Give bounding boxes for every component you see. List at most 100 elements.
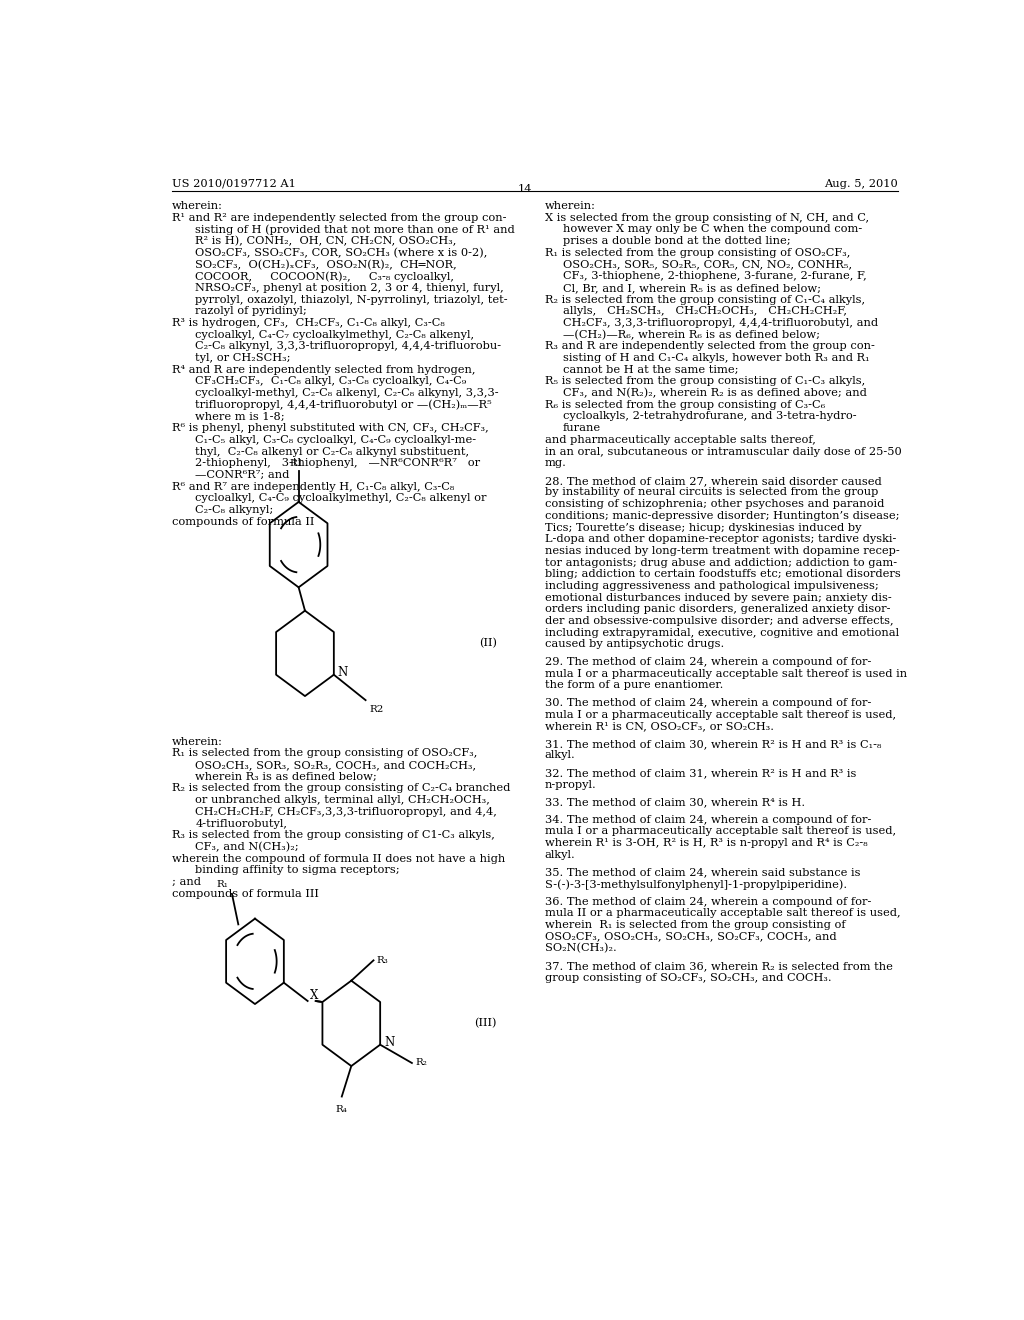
Text: R² is H), CONH₂,  OH, CN, CH₂CN, OSO₂CH₃,: R² is H), CONH₂, OH, CN, CH₂CN, OSO₂CH₃,	[196, 236, 457, 247]
Text: R₃ is selected from the group consisting of C1-C₃ alkyls,: R₃ is selected from the group consisting…	[172, 830, 495, 841]
Text: 28. The method of claim 27, wherein said disorder caused: 28. The method of claim 27, wherein said…	[545, 475, 882, 486]
Text: cannot be H at the same time;: cannot be H at the same time;	[563, 364, 738, 375]
Text: 35. The method of claim 24, wherein said substance is: 35. The method of claim 24, wherein said…	[545, 867, 860, 878]
Text: R₂: R₂	[415, 1059, 427, 1068]
Text: R₅ is selected from the group consisting of C₁-C₃ alkyls,: R₅ is selected from the group consisting…	[545, 376, 865, 387]
Text: X: X	[310, 990, 318, 1002]
Text: wherein:: wherein:	[172, 201, 222, 211]
Text: —(CH₂)—R₆, wherein R₆ is as defined below;: —(CH₂)—R₆, wherein R₆ is as defined belo…	[563, 330, 820, 341]
Text: tor antagonists; drug abuse and addiction; addiction to gam-: tor antagonists; drug abuse and addictio…	[545, 557, 897, 568]
Text: N: N	[384, 1036, 394, 1049]
Text: R³ is hydrogen, CF₃,  CH₂CF₃, C₁-C₈ alkyl, C₃-C₈: R³ is hydrogen, CF₃, CH₂CF₃, C₁-C₈ alkyl…	[172, 318, 444, 327]
Text: CF₃, and N(CH₃)₂;: CF₃, and N(CH₃)₂;	[196, 842, 299, 853]
Text: CF₃CH₂CF₃,  C₁-C₈ alkyl, C₃-C₈ cycloalkyl, C₄-C₉: CF₃CH₂CF₃, C₁-C₈ alkyl, C₃-C₈ cycloalkyl…	[196, 376, 467, 387]
Text: OSO₂CH₃, SOR₃, SO₂R₃, COCH₃, and COCH₂CH₃,: OSO₂CH₃, SOR₃, SO₂R₃, COCH₃, and COCH₂CH…	[196, 760, 476, 770]
Text: OSO₂CF₃, SSO₂CF₃, COR, SO₂CH₃ (where x is 0-2),: OSO₂CF₃, SSO₂CF₃, COR, SO₂CH₃ (where x i…	[196, 248, 487, 259]
Text: razolyl of pyridinyl;: razolyl of pyridinyl;	[196, 306, 307, 317]
Text: R₁ is selected from the group consisting of OSO₂CF₃,: R₁ is selected from the group consisting…	[172, 748, 477, 759]
Text: wherein  R₁ is selected from the group consisting of: wherein R₁ is selected from the group co…	[545, 920, 845, 929]
Text: R₃: R₃	[377, 956, 388, 965]
Text: COCOOR,     COCOON(R)₂,     C₃-₈ cycloalkyl,: COCOOR, COCOON(R)₂, C₃-₈ cycloalkyl,	[196, 271, 455, 281]
Text: furane: furane	[563, 424, 601, 433]
Text: however X may only be C when the compound com-: however X may only be C when the compoun…	[563, 224, 862, 235]
Text: R⁶ is phenyl, phenyl substituted with CN, CF₃, CH₂CF₃,: R⁶ is phenyl, phenyl substituted with CN…	[172, 424, 488, 433]
Text: ; and: ; and	[172, 876, 201, 887]
Text: S-(-)-3-[3-methylsulfonylphenyl]-1-propylpiperidine).: S-(-)-3-[3-methylsulfonylphenyl]-1-propy…	[545, 879, 847, 890]
Text: where m is 1-8;: where m is 1-8;	[196, 412, 285, 421]
Text: wherein the compound of formula II does not have a high: wherein the compound of formula II does …	[172, 854, 505, 863]
Text: R¹ and R² are independently selected from the group con-: R¹ and R² are independently selected fro…	[172, 213, 506, 223]
Text: R2: R2	[370, 705, 384, 714]
Text: 14: 14	[517, 183, 532, 194]
Text: wherein R¹ is CN, OSO₂CF₃, or SO₂CH₃.: wherein R¹ is CN, OSO₂CF₃, or SO₂CH₃.	[545, 721, 774, 731]
Text: mula II or a pharmaceutically acceptable salt thereof is used,: mula II or a pharmaceutically acceptable…	[545, 908, 900, 919]
Text: alkyl.: alkyl.	[545, 850, 575, 859]
Text: including aggressiveness and pathological impulsiveness;: including aggressiveness and pathologica…	[545, 581, 879, 591]
Text: cycloalkyl-methyl, C₂-C₈ alkenyl, C₂-C₈ alkynyl, 3,3,3-: cycloalkyl-methyl, C₂-C₈ alkenyl, C₂-C₈ …	[196, 388, 499, 399]
Text: the form of a pure enantiomer.: the form of a pure enantiomer.	[545, 680, 723, 690]
Text: SO₂N(CH₃)₂.: SO₂N(CH₃)₂.	[545, 944, 616, 953]
Text: sisting of H (provided that not more than one of R¹ and: sisting of H (provided that not more tha…	[196, 224, 515, 235]
Text: bling; addiction to certain foodstuffs etc; emotional disorders: bling; addiction to certain foodstuffs e…	[545, 569, 900, 579]
Text: consisting of schizophrenia; other psychoses and paranoid: consisting of schizophrenia; other psych…	[545, 499, 884, 510]
Text: CF₃, and N(R₂)₂, wherein R₂ is as defined above; and: CF₃, and N(R₂)₂, wherein R₂ is as define…	[563, 388, 866, 399]
Text: n-propyl.: n-propyl.	[545, 780, 596, 789]
Text: —CONR⁶R⁷; and: —CONR⁶R⁷; and	[196, 470, 290, 480]
Text: Aug. 5, 2010: Aug. 5, 2010	[824, 178, 898, 189]
Text: OSO₂CH₃, SOR₅, SO₂R₅, COR₅, CN, NO₂, CONHR₅,: OSO₂CH₃, SOR₅, SO₂R₅, COR₅, CN, NO₂, CON…	[563, 260, 852, 269]
Text: nesias induced by long-term treatment with dopamine recep-: nesias induced by long-term treatment wi…	[545, 546, 899, 556]
Text: C₂-C₈ alkynyl, 3,3,3-trifluoropropyl, 4,4,4-trifluorobu-: C₂-C₈ alkynyl, 3,3,3-trifluoropropyl, 4,…	[196, 342, 502, 351]
Text: X is selected from the group consisting of N, CH, and C,: X is selected from the group consisting …	[545, 213, 868, 223]
Text: allyls,   CH₂SCH₃,   CH₂CH₂OCH₃,   CH₂CH₂CH₂F,: allyls, CH₂SCH₃, CH₂CH₂OCH₃, CH₂CH₂CH₂F,	[563, 306, 847, 317]
Text: tyl, or CH₂SCH₃;: tyl, or CH₂SCH₃;	[196, 352, 291, 363]
Text: wherein:: wherein:	[545, 201, 596, 211]
Text: mg.: mg.	[545, 458, 566, 469]
Text: compounds of formula II: compounds of formula II	[172, 516, 314, 527]
Text: US 2010/0197712 A1: US 2010/0197712 A1	[172, 178, 296, 189]
Text: orders including panic disorders, generalized anxiety disor-: orders including panic disorders, genera…	[545, 605, 890, 614]
Text: SO₂CF₃,  O(CH₂)ₓCF₃,  OSO₂N(R)₂,  CH═NOR,: SO₂CF₃, O(CH₂)ₓCF₃, OSO₂N(R)₂, CH═NOR,	[196, 260, 457, 269]
Text: 2-thiophenyl,   3-thiophenyl,   —NR⁶CONR⁶R⁷   or: 2-thiophenyl, 3-thiophenyl, —NR⁶CONR⁶R⁷ …	[196, 458, 480, 469]
Text: thyl,  C₂-C₈ alkenyl or C₂-C₈ alkynyl substituent,: thyl, C₂-C₈ alkenyl or C₂-C₈ alkynyl sub…	[196, 446, 470, 457]
Text: 29. The method of claim 24, wherein a compound of for-: 29. The method of claim 24, wherein a co…	[545, 657, 871, 667]
Text: R₂ is selected from the group consisting of C₁-C₄ alkyls,: R₂ is selected from the group consisting…	[545, 294, 864, 305]
Text: R₄: R₄	[336, 1105, 348, 1114]
Text: Cl, Br, and I, wherein R₅ is as defined below;: Cl, Br, and I, wherein R₅ is as defined …	[563, 282, 821, 293]
Text: pyrrolyl, oxazolyl, thiazolyl, N-pyrrolinyl, triazolyl, tet-: pyrrolyl, oxazolyl, thiazolyl, N-pyrroli…	[196, 294, 508, 305]
Text: conditions; manic-depressive disorder; Huntington’s disease;: conditions; manic-depressive disorder; H…	[545, 511, 899, 521]
Text: group consisting of SO₂CF₃, SO₂CH₃, and COCH₃.: group consisting of SO₂CF₃, SO₂CH₃, and …	[545, 973, 831, 982]
Text: mula I or a pharmaceutically acceptable salt thereof is used,: mula I or a pharmaceutically acceptable …	[545, 826, 896, 837]
Text: 36. The method of claim 24, wherein a compound of for-: 36. The method of claim 24, wherein a co…	[545, 896, 871, 907]
Text: sisting of H and C₁-C₄ alkyls, however both R₃ and R₁: sisting of H and C₁-C₄ alkyls, however b…	[563, 352, 869, 363]
Text: C₁-C₅ alkyl, C₃-C₈ cycloalkyl, C₄-C₉ cycloalkyl-me-: C₁-C₅ alkyl, C₃-C₈ cycloalkyl, C₄-C₉ cyc…	[196, 434, 476, 445]
Text: 32. The method of claim 31, wherein R² is H and R³ is: 32. The method of claim 31, wherein R² i…	[545, 768, 856, 777]
Text: R₂ is selected from the group consisting of C₂-C₄ branched: R₂ is selected from the group consisting…	[172, 784, 510, 793]
Text: NRSO₂CF₃, phenyl at position 2, 3 or 4, thienyl, furyl,: NRSO₂CF₃, phenyl at position 2, 3 or 4, …	[196, 282, 504, 293]
Text: binding affinity to sigma receptors;: binding affinity to sigma receptors;	[196, 866, 400, 875]
Text: 33. The method of claim 30, wherein R⁴ is H.: 33. The method of claim 30, wherein R⁴ i…	[545, 797, 805, 808]
Text: emotional disturbances induced by severe pain; anxiety dis-: emotional disturbances induced by severe…	[545, 593, 891, 603]
Text: R⁴ and R are independently selected from hydrogen,: R⁴ and R are independently selected from…	[172, 364, 475, 375]
Text: (II): (II)	[479, 638, 497, 648]
Text: mula I or a pharmaceutically acceptable salt thereof is used in: mula I or a pharmaceutically acceptable …	[545, 669, 907, 678]
Text: C₂-C₈ alkynyl;: C₂-C₈ alkynyl;	[196, 506, 273, 515]
Text: prises a double bond at the dotted line;: prises a double bond at the dotted line;	[563, 236, 791, 246]
Text: cycloalkyl, C₄-C₉ cycloalkylmethyl, C₂-C₈ alkenyl or: cycloalkyl, C₄-C₉ cycloalkylmethyl, C₂-C…	[196, 494, 487, 503]
Text: caused by antipsychotic drugs.: caused by antipsychotic drugs.	[545, 639, 724, 649]
Text: by instability of neural circuits is selected from the group: by instability of neural circuits is sel…	[545, 487, 878, 498]
Text: including extrapyramidal, executive, cognitive and emotional: including extrapyramidal, executive, cog…	[545, 628, 899, 638]
Text: wherein R¹ is 3-OH, R² is H, R³ is n-propyl and R⁴ is C₂-₈: wherein R¹ is 3-OH, R² is H, R³ is n-pro…	[545, 838, 867, 849]
Text: wherein:: wherein:	[172, 737, 222, 747]
Text: or unbranched alkyls, terminal allyl, CH₂CH₂OCH₃,: or unbranched alkyls, terminal allyl, CH…	[196, 795, 490, 805]
Text: CF₃, 3-thiophene, 2-thiophene, 3-furane, 2-furane, F,: CF₃, 3-thiophene, 2-thiophene, 3-furane,…	[563, 271, 866, 281]
Text: mula I or a pharmaceutically acceptable salt thereof is used,: mula I or a pharmaceutically acceptable …	[545, 710, 896, 719]
Text: R1: R1	[289, 459, 303, 469]
Text: 37. The method of claim 36, wherein R₂ is selected from the: 37. The method of claim 36, wherein R₂ i…	[545, 961, 893, 970]
Text: cycloalkyls, 2-tetrahydrofurane, and 3-tetra-hydro-: cycloalkyls, 2-tetrahydrofurane, and 3-t…	[563, 412, 856, 421]
Text: R₆ is selected from the group consisting of C₃-C₆: R₆ is selected from the group consisting…	[545, 400, 825, 409]
Text: 31. The method of claim 30, wherein R² is H and R³ is C₁-₈: 31. The method of claim 30, wherein R² i…	[545, 739, 881, 748]
Text: alkyl.: alkyl.	[545, 751, 575, 760]
Text: der and obsessive-compulsive disorder; and adverse effects,: der and obsessive-compulsive disorder; a…	[545, 616, 893, 626]
Text: in an oral, subcutaneous or intramuscular daily dose of 25-50: in an oral, subcutaneous or intramuscula…	[545, 446, 901, 457]
Text: R₁: R₁	[216, 880, 228, 888]
